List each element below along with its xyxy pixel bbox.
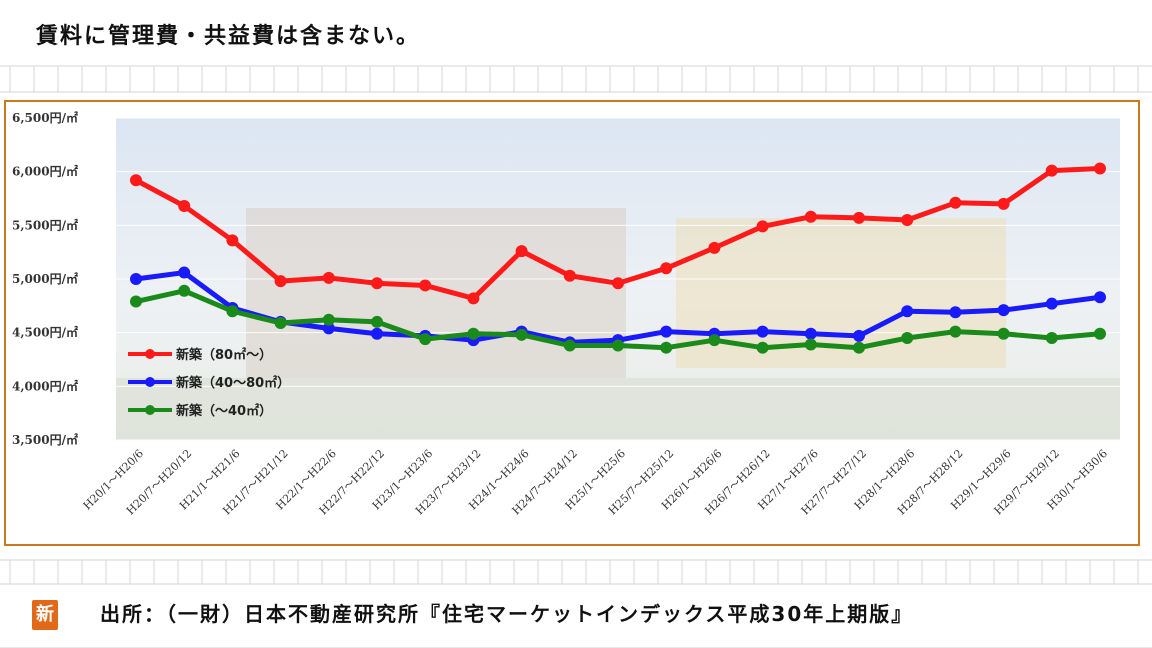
series-1-point-11 [660,325,673,338]
y-tick-label-4: 5,500円/㎡ [12,217,78,232]
y-tick-label-6: 6,500円/㎡ [12,110,78,125]
series-0-point-10 [612,277,624,290]
series-0-point-15 [853,211,865,224]
shinchiku-logo: 新 [32,600,58,630]
legend-label-2: 新築（～40㎡） [176,403,272,419]
series-0-point-12 [708,241,721,254]
series-2-point-4 [322,313,335,326]
backdrop-building-left [246,208,626,378]
y-tick-label-2: 4,500円/㎡ [12,325,78,340]
series-1-point-15 [853,329,865,342]
series-0-point-3 [274,275,287,288]
series-1-point-0 [130,273,142,285]
series-0-point-17 [949,196,962,209]
series-2-point-9 [563,339,576,352]
series-2-point-10 [612,339,624,352]
legend-label-0: 新築（80㎡～） [176,347,272,363]
series-2-point-1 [178,284,191,297]
series-1-point-17 [949,306,962,319]
series-0-point-20 [1094,162,1106,175]
backdrop-ground [116,378,1120,440]
series-1-point-1 [178,266,191,279]
series-0-point-7 [467,292,480,305]
series-2-point-5 [371,315,383,328]
legend-swatch-marker-0 [145,349,155,359]
series-0-point-1 [178,200,191,213]
series-0-point-19 [1045,164,1058,177]
series-0-point-16 [901,213,914,226]
series-2-point-13 [756,341,769,354]
series-0-point-0 [130,174,142,187]
series-0-point-6 [419,279,432,292]
y-tick-label-5: 6,000円/㎡ [12,164,78,179]
series-0-point-11 [660,262,673,275]
series-0-point-8 [515,245,528,258]
series-1-point-18 [997,304,1010,317]
series-2-point-6 [419,333,432,346]
series-2-point-11 [660,341,673,354]
series-1-point-5 [371,327,383,340]
series-2-point-12 [708,334,721,347]
series-2-point-18 [997,327,1010,340]
series-1-point-16 [901,305,914,318]
series-2-point-2 [226,305,239,318]
series-2-point-19 [1045,332,1058,345]
legend-swatch-marker-1 [145,377,155,387]
chart-frame: 3,500円/㎡ 4,000円/㎡ 4,500円/㎡ 5,000円/㎡ 5,500円/㎡… [4,100,1140,630]
series-1-point-13 [756,325,769,338]
legend-swatch-marker-2 [145,405,155,415]
series-0-point-4 [322,271,335,284]
series-2-point-14 [804,338,817,351]
legend-label-1: 新築（40～80㎡） [176,375,290,391]
series-2-point-7 [467,327,480,340]
line-chart: 3,500円/㎡ 4,000円/㎡ 4,500円/㎡ 5,000円/㎡ 5,500円/㎡… [12,110,1120,517]
series-0-point-18 [997,197,1010,210]
series-2-point-16 [901,332,914,345]
series-2-point-3 [274,317,287,330]
series-2-point-20 [1094,327,1106,340]
series-0-point-5 [371,277,383,290]
series-0-point-13 [756,220,769,233]
series-2-point-8 [515,328,528,341]
series-1-point-4 [322,322,335,335]
series-1-point-14 [804,327,817,340]
series-0-point-2 [226,234,239,247]
y-tick-label-0: 3,500円/㎡ [12,432,78,447]
series-2-point-17 [949,325,962,338]
rent-note: 賃料に管理費・共益費は含まない。 [36,24,421,49]
y-tick-label-1: 4,000円/㎡ [12,378,78,393]
series-1-point-20 [1094,291,1106,304]
source-note: 出所：（一財）日本不動産研究所『住宅マーケットインデックス平成30年上期版』 [100,602,914,626]
series-0-point-9 [563,269,576,282]
series-1-point-19 [1045,297,1058,310]
series-2-point-0 [130,295,142,308]
series-2-point-15 [853,341,865,354]
series-0-point-14 [804,210,817,223]
y-tick-label-3: 5,000円/㎡ [12,271,78,286]
